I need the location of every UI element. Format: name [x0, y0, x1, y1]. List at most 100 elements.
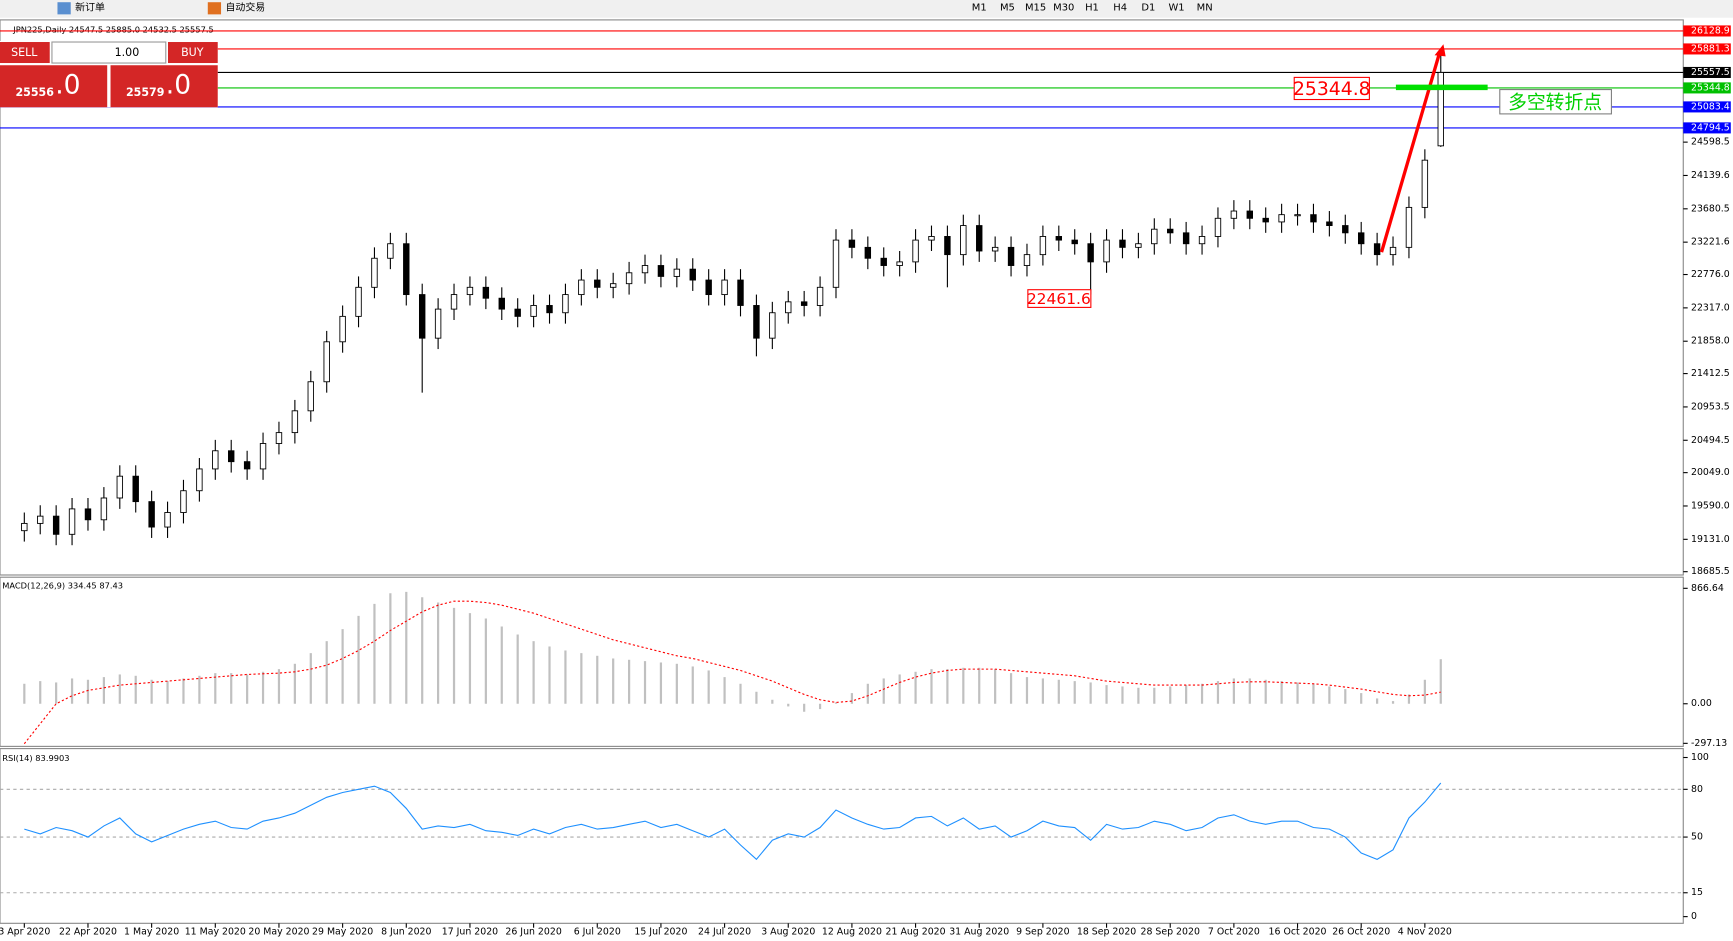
candle-body [1230, 210, 1238, 219]
annotation: 22461.6 [1027, 290, 1091, 308]
buy-label[interactable]: BUY [181, 46, 204, 59]
buy-price[interactable]: 25579 [126, 86, 164, 99]
price-level-tag [1683, 122, 1731, 134]
candle-body [100, 497, 108, 521]
timeframe-button[interactable]: M30 [1053, 3, 1074, 14]
candle-body [84, 508, 92, 521]
x-tick-label: 11 May 2020 [185, 927, 246, 938]
candle-body [450, 294, 458, 310]
y-tick-label: 22776.0 [1691, 269, 1730, 280]
candle-body [1437, 72, 1444, 147]
annotation-box [1499, 89, 1612, 115]
one-click-trading: SELL 1.00 BUY 25556 .0 25579 .0 [0, 40, 218, 108]
candle-body [212, 450, 219, 470]
candle-body [498, 297, 505, 310]
timeframe-button[interactable]: M1 [972, 3, 987, 14]
candle-body [1198, 236, 1206, 245]
timeframe-button[interactable]: MN [1197, 3, 1213, 14]
candle-body [1326, 221, 1333, 227]
price-level-tag [1683, 66, 1731, 78]
candle-body [1294, 214, 1301, 217]
candle-body [1342, 225, 1349, 234]
x-tick-label: 16 Oct 2020 [1269, 927, 1327, 938]
candle-body [1182, 232, 1190, 245]
candle-body [641, 265, 649, 274]
buy-price-box[interactable] [110, 65, 218, 108]
annotation-box [1293, 76, 1370, 101]
candle-body [991, 246, 999, 252]
candle-body [769, 312, 776, 339]
candle-body [578, 279, 585, 296]
timeframe-button[interactable]: D1 [1141, 3, 1155, 14]
price-level-label: 26128.9 [1691, 25, 1730, 36]
timeframe-button[interactable]: H1 [1085, 3, 1099, 14]
toolbar: 新订单 自动交易 M1 M5 M15 M30 H1 H4 D1 W1 MN [0, 0, 1733, 18]
auto-trading-button[interactable]: 自动交易 [225, 1, 265, 14]
candle-body [1055, 236, 1063, 241]
candle-body [864, 246, 872, 259]
candle-body [530, 305, 537, 317]
candle-body [1167, 228, 1174, 234]
candle-body [705, 279, 712, 296]
timeframe-button[interactable]: M5 [1000, 3, 1015, 14]
candle-body [116, 475, 124, 499]
arrow [1379, 50, 1442, 253]
candle-body [625, 272, 633, 285]
timeframe-button[interactable]: M15 [1025, 3, 1046, 14]
y-tick-label: 21412.5 [1691, 368, 1730, 379]
x-tick-label: 9 Sep 2020 [1016, 927, 1069, 938]
candle-body [148, 501, 155, 528]
sell-button[interactable] [0, 42, 50, 64]
annotation: 25344.8 [1293, 79, 1371, 100]
toolbar-icon[interactable] [207, 2, 222, 15]
x-tick-label: 12 Aug 2020 [822, 927, 882, 938]
candle-body [1214, 217, 1222, 237]
macd-title: MACD(12,26,9) 334.45 87.43 [2, 581, 123, 591]
candle-body [1357, 232, 1365, 245]
timeframe-button[interactable]: H4 [1113, 3, 1127, 14]
buy-fraction[interactable]: .0 [166, 70, 191, 101]
y-tick-label: 24598.5 [1691, 137, 1730, 148]
toolbar-icon[interactable] [57, 2, 71, 15]
candle-body [228, 450, 235, 463]
x-tick-label: 22 Apr 2020 [59, 927, 117, 938]
x-tick-label: 21 Aug 2020 [886, 927, 946, 938]
candle-body [816, 286, 824, 306]
lot-field[interactable] [51, 41, 167, 64]
sell-price-box[interactable] [0, 65, 108, 108]
price-level-label: 25557.5 [1691, 67, 1730, 78]
candle-body [1023, 254, 1031, 266]
candle-body [68, 508, 76, 535]
y-tick-label: 23680.5 [1691, 203, 1730, 214]
candle-body [434, 308, 442, 339]
new-order-button[interactable]: 新订单 [75, 1, 105, 14]
y-tick-label: 80 [1691, 784, 1703, 795]
candle-body [673, 268, 681, 277]
candle-body [466, 286, 474, 296]
candle-body [1103, 239, 1110, 263]
candle-body [180, 490, 187, 513]
y-tick-label: 20049.0 [1691, 467, 1730, 478]
candle-body [1278, 214, 1285, 223]
candle-body [737, 279, 744, 306]
price-level-label: 25881.3 [1691, 43, 1730, 54]
candle-body [944, 236, 951, 256]
x-tick-label: 6 Jul 2020 [574, 927, 621, 938]
annotation: 多空转折点 [1508, 91, 1602, 113]
candle-body [418, 294, 426, 339]
rsi-panel [0, 748, 1684, 924]
candle-body [657, 265, 665, 277]
candle-body [339, 315, 346, 343]
candle-body [928, 236, 935, 241]
arrow-head [1434, 44, 1446, 57]
sell-fraction[interactable]: .0 [55, 70, 80, 101]
timeframe-button[interactable]: W1 [1168, 3, 1184, 14]
buy-button[interactable] [167, 42, 218, 64]
candle-body [259, 443, 267, 470]
x-tick-label: 29 May 2020 [312, 927, 373, 938]
sell-price[interactable]: 25556 [15, 86, 54, 99]
sell-label[interactable]: SELL [11, 46, 38, 59]
lot-value[interactable]: 1.00 [115, 46, 140, 59]
x-tick-label: 31 Aug 2020 [949, 927, 1009, 938]
candle-body [562, 294, 569, 314]
